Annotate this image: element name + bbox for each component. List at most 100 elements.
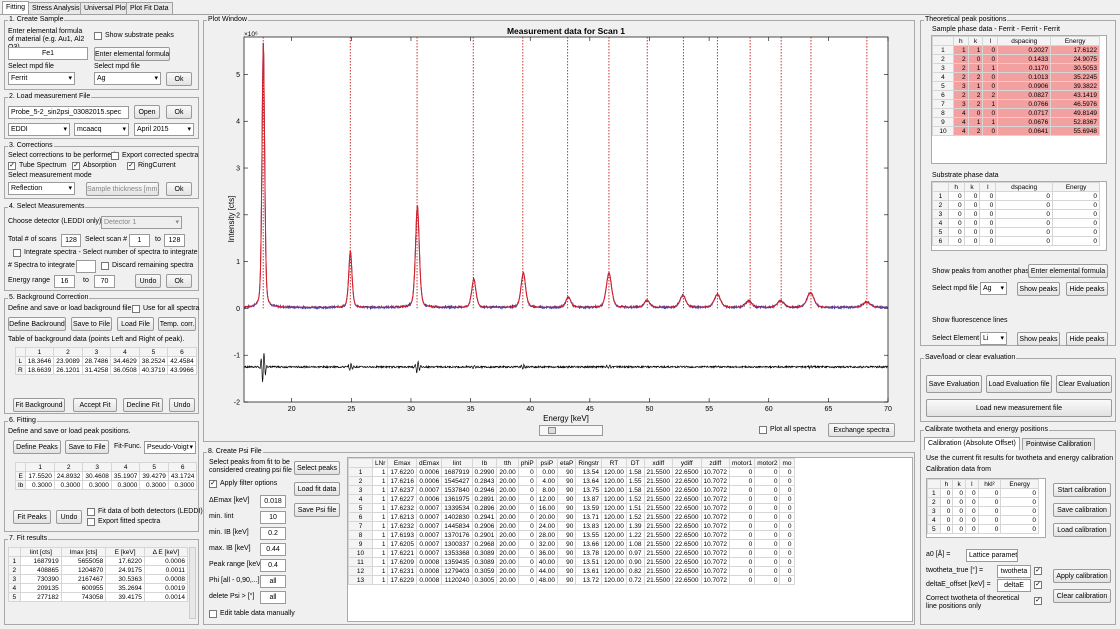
tab-stress-analysis[interactable]: Stress Analysis: [28, 2, 84, 14]
fit-peaks-button[interactable]: Fit Peaks: [13, 510, 51, 524]
load-ok-button[interactable]: Ok: [166, 105, 192, 119]
spectra-integrate-input[interactable]: [76, 260, 96, 273]
absorption-checkbox[interactable]: ✓: [72, 162, 80, 170]
select-ok-button[interactable]: Ok: [166, 274, 192, 288]
deltae-input[interactable]: deltaE: [997, 579, 1031, 592]
table-row[interactable]: 11 1 17.6209 0.0008 1359435 0.3089 20.00 0 40.00…: [348, 557, 795, 567]
table-row[interactable]: 10 4 2 0 0.0641 55.6948: [932, 126, 1100, 136]
exchange-spectra-button[interactable]: Exchange spectra: [828, 423, 895, 437]
table-row[interactable]: 1 1 1 0 0.2027 17.6122: [932, 45, 1100, 55]
filter-maxib-input[interactable]: 0.44: [260, 543, 286, 556]
table-row[interactable]: 8 4 0 0 0.0717 49.8149: [932, 108, 1100, 118]
temp-corr-button[interactable]: Temp. corr.: [158, 317, 196, 331]
save-evaluation-button[interactable]: Save Evaluation: [926, 375, 982, 393]
discard-checkbox[interactable]: [101, 262, 109, 270]
psi-table[interactable]: LNr Emax dEmax Iint Ib tth phiP psiP etaP Ringstr…: [348, 458, 795, 585]
table-row[interactable]: 4 1 17.6227 0.0006 1361975 0.2891 20.00 0 12.00 9…: [348, 494, 795, 504]
beamtime-select[interactable]: April 2015: [134, 123, 194, 136]
hide-peaks-button[interactable]: Hide peaks: [1066, 282, 1108, 296]
open-button[interactable]: Open: [134, 105, 160, 119]
filter-range-input[interactable]: 0.4: [260, 559, 286, 572]
clear-calibration-button[interactable]: Clear calibration: [1053, 589, 1111, 603]
export-corrected-checkbox[interactable]: [111, 152, 119, 160]
table-row[interactable]: 2 1 17.6216 0.0006 1545427 0.2843 20.00 0 4.00 90…: [348, 476, 795, 486]
mode-select[interactable]: EDDI: [8, 123, 70, 136]
table-row[interactable]: 3 1 17.6237 0.0007 1537840 0.2946 20.00 0 8.00 90…: [348, 485, 795, 495]
save-peaks-button[interactable]: Save to File: [65, 440, 109, 454]
tab-universal-plot[interactable]: Universal Plot: [80, 2, 132, 14]
table-row[interactable]: 2 2 0 0 0.1433 24.9075: [932, 54, 1100, 64]
sample-thickness-button[interactable]: Sample thickness [mm]: [86, 182, 159, 196]
scan-to-input[interactable]: 128: [164, 234, 185, 247]
table-row[interactable]: 13 1 17.6229 0.0008 1120240 0.3005 20.00 0 48.00…: [348, 575, 795, 585]
energy-from-input[interactable]: 16: [54, 275, 75, 288]
table-row[interactable]: 7 1 17.6232 0.0007 1445834 0.2906 20.00 0 24.00 9…: [348, 521, 795, 531]
load-new-measurement-button[interactable]: Load new measurement file: [926, 399, 1112, 417]
detector-select[interactable]: Detector 1: [101, 216, 182, 229]
load-background-button[interactable]: Load File: [117, 317, 154, 331]
sample-phase-table[interactable]: h k l dspacing Energy 1 1 1 0 0.2027 17.6122 2 2 0 0 0…: [932, 36, 1100, 136]
select-peaks-button[interactable]: Select peaks: [294, 461, 340, 475]
show-substrate-checkbox[interactable]: [94, 32, 102, 40]
tab-plot-fit-data[interactable]: Plot Fit Data: [126, 2, 173, 14]
psi-table-container[interactable]: LNr Emax dEmax Iint Ib tth phiP psiP etaP Ringstr…: [347, 457, 913, 622]
clear-evaluation-button[interactable]: Clear Evaluation: [1056, 375, 1112, 393]
fit-results-scrollbar[interactable]: [189, 547, 196, 619]
background-undo-button[interactable]: Undo: [169, 398, 195, 412]
plot-scroll-thumb[interactable]: [548, 427, 556, 434]
enter-formula-button[interactable]: Enter elemental formula: [94, 47, 170, 61]
fit-results-table[interactable]: Iint [cts] Imax [cts] E [keV] Δ E [keV] 1 16…: [8, 547, 189, 602]
plot-all-checkbox[interactable]: [759, 426, 767, 434]
element-select[interactable]: Li: [980, 332, 1007, 345]
apply-calibration-button[interactable]: Apply calibration: [1053, 569, 1111, 583]
a0-input[interactable]: Lattice parameter: [966, 549, 1018, 562]
start-calibration-button[interactable]: Start calibration: [1053, 483, 1111, 497]
show-fluor-button[interactable]: Show peaks: [1017, 332, 1060, 346]
table-row[interactable]: 9 4 1 1 0.0676 52.8367: [932, 117, 1100, 127]
load-calibration-button[interactable]: Load calibration: [1053, 523, 1111, 537]
filter-emax-input[interactable]: 0.018: [260, 495, 286, 508]
decline-fit-button[interactable]: Decline Fit: [123, 398, 163, 412]
mpd-select[interactable]: Ferrit: [8, 72, 75, 85]
filter-iint-input[interactable]: 10: [260, 511, 286, 524]
table-row[interactable]: 5 3 1 0 0.0906 39.3822: [932, 81, 1100, 91]
define-peaks-button[interactable]: Define Peaks: [13, 440, 61, 454]
filter-phi-input[interactable]: all: [260, 575, 286, 588]
filter-psi-input[interactable]: all: [260, 591, 286, 604]
export-fitted-checkbox[interactable]: [87, 518, 95, 526]
table-row[interactable]: 8 1 17.6193 0.0007 1370176 0.2901 20.00 0 28.00 9…: [348, 530, 795, 540]
apply-filter-checkbox[interactable]: ✓: [209, 480, 217, 488]
fit-func-select[interactable]: Pseudo-Voigt: [144, 441, 196, 454]
measurement-mode-select[interactable]: Reflection: [8, 182, 75, 195]
plot-scrollbar[interactable]: [539, 425, 603, 436]
table-row[interactable]: 10 1 17.6221 0.0007 1353368 0.3089 20.00 0 36.00…: [348, 548, 795, 558]
select-undo-button[interactable]: Undo: [135, 274, 161, 288]
twotheta-checkbox[interactable]: ✓: [1034, 567, 1042, 575]
fitting-undo-button[interactable]: Undo: [56, 510, 82, 524]
edit-manually-checkbox[interactable]: [209, 610, 217, 618]
table-row[interactable]: 3 2 1 1 0.1170 30.5053: [932, 63, 1100, 73]
mpd-select-2[interactable]: Ag: [94, 72, 161, 85]
table-row[interactable]: 12 1 17.6231 0.0008 1279403 0.3059 20.00 0 44.00…: [348, 566, 795, 576]
table-row[interactable]: 5 1 17.6232 0.0007 1339534 0.2896 20.00 0 16.00 9…: [348, 503, 795, 513]
tab-fitting[interactable]: Fitting: [2, 1, 30, 14]
table-row[interactable]: 9 1 17.6205 0.0007 1300337 0.2968 20.00 0 32.00 9…: [348, 539, 795, 549]
deltae-checkbox[interactable]: ✓: [1034, 581, 1042, 589]
use-all-spectra-checkbox[interactable]: [132, 305, 140, 313]
